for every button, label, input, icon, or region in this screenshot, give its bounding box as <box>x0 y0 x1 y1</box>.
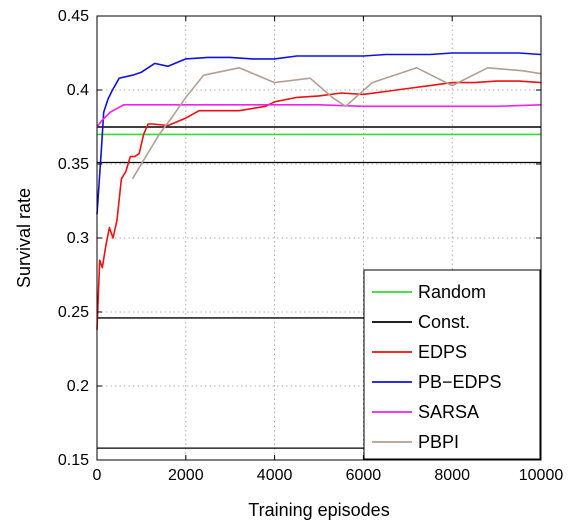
y-tick-label: 0.45 <box>58 8 89 25</box>
y-tick-label: 0.25 <box>58 304 89 321</box>
legend-label: SARSA <box>418 402 479 422</box>
x-tick-label: 0 <box>93 467 102 484</box>
x-tick-label: 6000 <box>346 467 382 484</box>
y-tick-label: 0.4 <box>67 82 89 99</box>
x-tick-label: 4000 <box>257 467 293 484</box>
legend-box <box>363 269 541 460</box>
series-line-pbpi <box>131 67 542 180</box>
legend-label: Const. <box>418 312 470 332</box>
x-axis-title: Training episodes <box>248 500 389 520</box>
y-tick-label: 0.2 <box>67 378 89 395</box>
series-line-pb-edps <box>96 52 542 215</box>
legend: Random Const. EDPS PB−EDPS SARSA PBPI <box>363 269 541 460</box>
legend-label: EDPS <box>418 342 467 362</box>
series-line-edps <box>96 80 542 330</box>
axis-ticks: 0 2000 4000 6000 8000 10000 0.15 0.2 0.25 0.3 0.35… <box>58 8 563 484</box>
x-tick-label: 10000 <box>519 467 564 484</box>
series-line-sarsa <box>96 104 542 128</box>
y-tick-label: 0.35 <box>58 156 89 173</box>
y-tick-label: 0.3 <box>67 230 89 247</box>
x-tick-label: 2000 <box>168 467 204 484</box>
legend-label: Random <box>418 282 486 302</box>
series-lines <box>96 52 542 330</box>
y-tick-label: 0.15 <box>58 452 89 469</box>
legend-label: PBPI <box>418 432 459 452</box>
y-axis-title: Survival rate <box>14 188 34 288</box>
x-tick-label: 8000 <box>434 467 470 484</box>
legend-label: PB−EDPS <box>418 372 502 392</box>
